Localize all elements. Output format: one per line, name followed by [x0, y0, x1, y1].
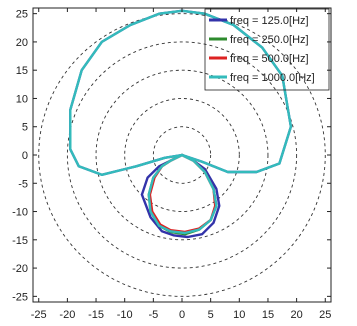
- legend-label: freq = 500.0[Hz]: [230, 53, 309, 65]
- grid-circles: [38, 13, 326, 297]
- x-tick-label: -10: [117, 309, 133, 321]
- x-tick-label: 20: [290, 309, 302, 321]
- series-line: [147, 153, 218, 235]
- y-tick-label: 5: [22, 122, 28, 134]
- grid-circle: [38, 13, 326, 297]
- y-tick-label: -10: [12, 207, 28, 219]
- series-lines: [69, 9, 293, 239]
- x-tick-label: -5: [148, 309, 158, 321]
- y-tick-label: -5: [18, 178, 28, 190]
- grid-circle: [152, 126, 212, 184]
- y-tick-label: 10: [16, 93, 28, 105]
- y-tick-label: 25: [16, 9, 28, 21]
- y-tick-label: 0: [22, 150, 28, 162]
- grid-circle: [95, 69, 269, 241]
- y-tick-label: -15: [12, 235, 28, 247]
- x-tick-label: -25: [31, 309, 47, 321]
- x-tick-label: 5: [208, 309, 214, 321]
- x-tick-label: -15: [88, 309, 104, 321]
- x-tick-label: -20: [59, 309, 75, 321]
- x-tick-label: 10: [233, 309, 245, 321]
- grid-circle: [124, 98, 240, 212]
- legend-box: [204, 8, 330, 91]
- legend-label: freq = 250.0[Hz]: [230, 34, 309, 46]
- y-tick-label: -20: [12, 263, 28, 275]
- series-line: [69, 9, 293, 177]
- axis-ticks: -25 -20 -15 -10 -5 0 5 10 15 20 25 25 20 15 10 5 0 -5 -10 -…: [12, 8, 331, 321]
- legend: freq = 125.0[Hz] freq = 250.0[Hz] freq = 5…: [204, 8, 330, 91]
- x-tick-label: 15: [262, 309, 274, 321]
- legend-label: freq = 125.0[Hz]: [230, 15, 309, 27]
- y-tick-label: 20: [16, 37, 28, 49]
- x-tick-label: 25: [319, 309, 331, 321]
- series-line: [140, 153, 221, 239]
- x-tick-label: 0: [179, 309, 185, 321]
- grid-circle: [66, 41, 298, 269]
- y-tick-label: -25: [12, 291, 28, 303]
- y-tick-label: 15: [16, 65, 28, 77]
- legend-label: freq = 1000.0[Hz]: [230, 72, 315, 84]
